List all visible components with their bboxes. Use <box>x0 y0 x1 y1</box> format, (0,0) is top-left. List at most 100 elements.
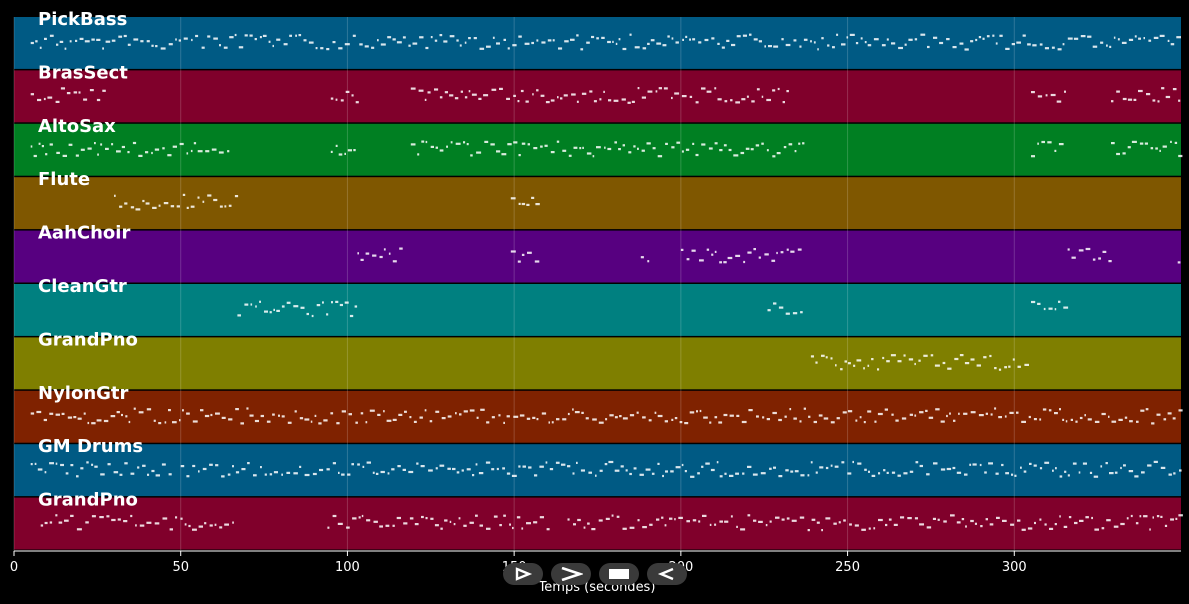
note-mark <box>490 143 495 146</box>
note-mark <box>424 409 427 412</box>
note-mark <box>464 41 467 44</box>
note-mark <box>1032 44 1037 47</box>
note-mark <box>49 412 54 415</box>
note-mark <box>492 36 495 39</box>
note-mark <box>823 417 829 420</box>
note-mark <box>813 41 816 44</box>
note-mark <box>55 514 58 517</box>
note-mark <box>1118 418 1123 421</box>
note-mark <box>213 37 218 40</box>
note-mark <box>266 420 271 423</box>
note-mark <box>618 148 621 151</box>
note-mark <box>424 98 427 101</box>
stop-button[interactable] <box>599 563 639 585</box>
note-mark <box>62 154 67 157</box>
note-mark <box>1054 308 1057 311</box>
note-mark <box>596 37 599 40</box>
x-tick-label: 100 <box>335 560 360 575</box>
note-mark <box>218 151 224 154</box>
note-mark <box>714 250 717 253</box>
note-mark <box>873 38 879 41</box>
note-mark <box>1056 100 1062 103</box>
play-button[interactable] <box>503 563 543 585</box>
note-mark <box>408 44 411 47</box>
note-mark <box>678 516 683 519</box>
note-mark <box>283 43 288 46</box>
note-mark <box>1042 408 1047 411</box>
note-mark <box>479 47 485 50</box>
note-mark <box>507 143 512 146</box>
note-mark <box>521 527 524 530</box>
note-mark <box>349 314 354 318</box>
note-mark <box>377 39 379 42</box>
note-mark <box>1113 36 1116 39</box>
note-mark <box>91 463 94 466</box>
note-mark <box>751 100 755 103</box>
note-mark <box>60 463 64 467</box>
note-mark <box>524 42 530 45</box>
note-mark <box>618 38 621 41</box>
note-mark <box>512 526 514 530</box>
note-mark <box>1138 89 1143 93</box>
note-mark <box>260 414 264 418</box>
note-mark <box>372 254 377 257</box>
note-mark <box>711 253 714 256</box>
note-mark <box>138 154 143 157</box>
note-mark <box>186 412 190 415</box>
note-mark <box>747 251 752 254</box>
forward-button[interactable] <box>551 563 591 585</box>
note-mark <box>1063 525 1068 528</box>
note-mark <box>920 33 926 36</box>
note-mark <box>631 100 635 103</box>
note-mark <box>516 516 521 519</box>
note-mark <box>58 521 63 524</box>
note-mark <box>1111 420 1117 423</box>
note-mark <box>518 202 521 205</box>
note-mark <box>1172 417 1176 420</box>
note-mark <box>735 472 739 475</box>
note-mark <box>365 421 368 424</box>
note-mark <box>392 418 397 421</box>
note-mark <box>989 523 994 526</box>
note-mark <box>137 466 140 469</box>
note-mark <box>769 467 772 470</box>
note-mark <box>1152 99 1156 102</box>
note-mark <box>47 96 53 99</box>
note-mark <box>701 87 706 90</box>
note-mark <box>613 99 619 102</box>
note-mark <box>637 87 640 90</box>
note-mark <box>1047 141 1052 144</box>
note-mark <box>1063 306 1069 309</box>
back-button[interactable] <box>647 563 687 585</box>
note-mark <box>1165 95 1171 99</box>
note-mark <box>1153 36 1159 39</box>
note-mark <box>75 154 79 157</box>
note-mark <box>1050 93 1056 97</box>
note-mark <box>506 415 510 418</box>
note-mark <box>607 40 611 44</box>
note-mark <box>815 361 818 364</box>
note-mark <box>914 362 916 366</box>
note-mark <box>227 473 231 476</box>
note-mark <box>259 36 262 39</box>
note-mark <box>682 38 684 41</box>
note-mark <box>1108 415 1110 418</box>
note-mark <box>773 302 777 305</box>
note-mark <box>45 153 48 156</box>
note-mark <box>1102 250 1107 253</box>
chevron-right-icon <box>561 567 583 581</box>
note-mark <box>709 523 712 526</box>
note-mark <box>605 418 608 421</box>
note-mark <box>473 37 477 40</box>
note-mark <box>604 146 606 149</box>
note-mark <box>919 523 924 526</box>
note-mark <box>868 470 870 473</box>
note-mark <box>124 462 128 465</box>
note-mark <box>1021 528 1026 531</box>
note-mark <box>176 205 180 208</box>
note-mark <box>1148 39 1152 42</box>
note-mark <box>802 142 805 145</box>
note-mark <box>580 469 585 472</box>
note-mark <box>718 421 723 424</box>
note-mark <box>1011 473 1014 476</box>
